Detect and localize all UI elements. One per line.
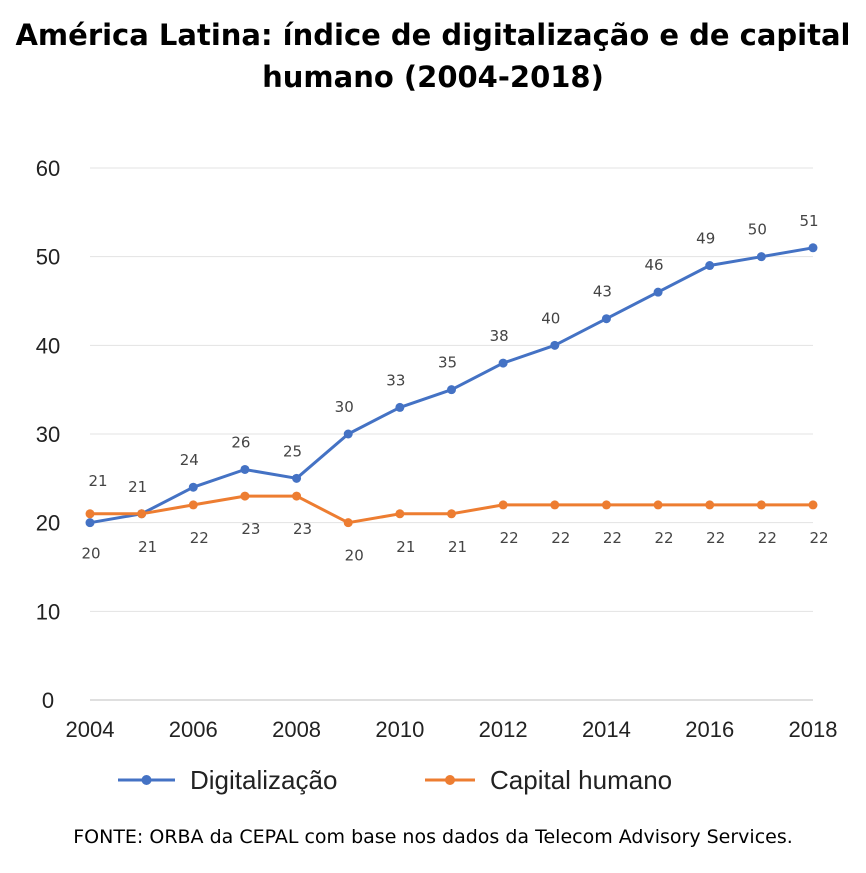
digitalizacao-data-label-2004: 20 <box>81 545 100 563</box>
digitalizacao-data-label-2012: 38 <box>490 327 509 345</box>
capital-humano-data-label-2005: 21 <box>138 538 157 556</box>
series-2-point-2005 <box>137 509 147 519</box>
capital-humano-data-label-2013: 22 <box>551 529 570 547</box>
series-2-point-2011 <box>447 509 456 519</box>
digitalizacao-data-label-2006: 24 <box>180 451 199 469</box>
capital-humano-data-label-2011: 21 <box>448 538 467 556</box>
capital-humano-data-label-2009: 20 <box>345 547 364 565</box>
series-2-point-2014 <box>601 500 611 510</box>
series-2-point-2012 <box>498 500 508 510</box>
x-tick-label-2012: 2012 <box>479 717 528 742</box>
digitalizacao-data-label-2005: 21 <box>128 478 147 496</box>
y-tick-label-30: 30 <box>36 422 60 447</box>
legend-label-1: Digitalização <box>190 765 337 795</box>
x-tick-label-2016: 2016 <box>685 717 734 742</box>
series-1-point-2014 <box>601 314 611 324</box>
capital-humano-data-label-2014: 22 <box>603 529 622 547</box>
series-2-point-2016 <box>705 500 715 510</box>
series-1-point-2006 <box>188 482 198 492</box>
series-2-point-2017 <box>756 500 766 510</box>
series-1-point-2012 <box>498 358 508 368</box>
x-tick-label-2010: 2010 <box>375 717 424 742</box>
digitalizacao-data-label-2017: 50 <box>748 221 767 239</box>
series-1-point-2015 <box>653 287 663 297</box>
capital-humano-data-label-2018: 22 <box>809 529 828 547</box>
series-2-point-2015 <box>653 500 663 510</box>
digitalizacao-data-label-2008: 25 <box>283 442 302 460</box>
chart-title-line-1: América Latina: índice de digitalização … <box>15 18 851 52</box>
digitalizacao-data-label-2013: 40 <box>541 309 560 327</box>
series-1-point-2018 <box>808 243 818 253</box>
digitalizacao-data-label-2018: 51 <box>799 212 818 230</box>
capital-humano-data-label-2006: 22 <box>190 529 209 547</box>
series-2-point-2018 <box>808 500 818 510</box>
legend-swatch-marker-2 <box>445 775 455 785</box>
series-2-point-2009 <box>343 518 353 528</box>
series-2-point-2010 <box>395 509 405 519</box>
series-2-point-2008 <box>292 491 302 501</box>
series-1-point-2010 <box>395 402 405 412</box>
series-1-point-2016 <box>705 261 715 271</box>
series-1-point-2017 <box>756 252 766 262</box>
digitalizacao-data-label-2009: 30 <box>335 398 354 416</box>
series-1-point-2013 <box>550 340 560 350</box>
capital-humano-data-label-2015: 22 <box>655 529 674 547</box>
digitalizacao-data-label-2010: 33 <box>386 371 405 389</box>
chart-title-line-2: humano (2004-2018) <box>262 60 604 94</box>
series-2-point-2007 <box>240 491 250 501</box>
digitalizacao-data-label-2015: 46 <box>645 256 664 274</box>
digitalizacao-data-label-2014: 43 <box>593 283 612 301</box>
x-tick-label-2008: 2008 <box>272 717 321 742</box>
capital-humano-data-label-2016: 22 <box>706 529 725 547</box>
capital-humano-data-label-2010: 21 <box>396 538 415 556</box>
digitalizacao-data-label-2011: 35 <box>438 354 457 372</box>
capital-humano-data-label-2007: 23 <box>241 520 260 538</box>
capital-humano-data-label-2012: 22 <box>500 529 519 547</box>
x-tick-label-2018: 2018 <box>789 717 838 742</box>
capital-humano-data-label-2004: 21 <box>88 472 107 490</box>
capital-humano-data-label-2017: 22 <box>758 529 777 547</box>
series-2-point-2013 <box>550 500 560 510</box>
x-tick-label-2014: 2014 <box>582 717 631 742</box>
legend-swatch-marker-1 <box>141 775 152 785</box>
y-tick-label-0: 0 <box>42 688 54 713</box>
source-note: FONTE: ORBA da CEPAL com base nos dados … <box>73 826 793 848</box>
digitalizacao-data-label-2007: 26 <box>231 433 250 451</box>
chart-title: América Latina: índice de digitalização … <box>0 14 866 98</box>
series-2-point-2004 <box>85 509 95 519</box>
y-tick-label-50: 50 <box>36 245 60 270</box>
y-tick-label-60: 60 <box>36 156 60 181</box>
legend-label-2: Capital humano <box>490 765 672 795</box>
x-tick-label-2006: 2006 <box>169 717 218 742</box>
series-1-point-2007 <box>240 464 250 474</box>
series-1-point-2004 <box>85 518 95 528</box>
capital-humano-data-label-2008: 23 <box>293 520 312 538</box>
y-tick-label-20: 20 <box>36 511 60 536</box>
y-tick-label-40: 40 <box>36 333 60 358</box>
series-2-point-2006 <box>188 500 198 510</box>
series-1-point-2008 <box>292 473 302 483</box>
series-1-point-2011 <box>447 385 456 395</box>
series-1-point-2009 <box>343 429 353 439</box>
y-tick-label-10: 10 <box>36 599 60 624</box>
digitalizacao-data-label-2016: 49 <box>696 230 715 248</box>
x-tick-label-2004: 2004 <box>66 717 115 742</box>
